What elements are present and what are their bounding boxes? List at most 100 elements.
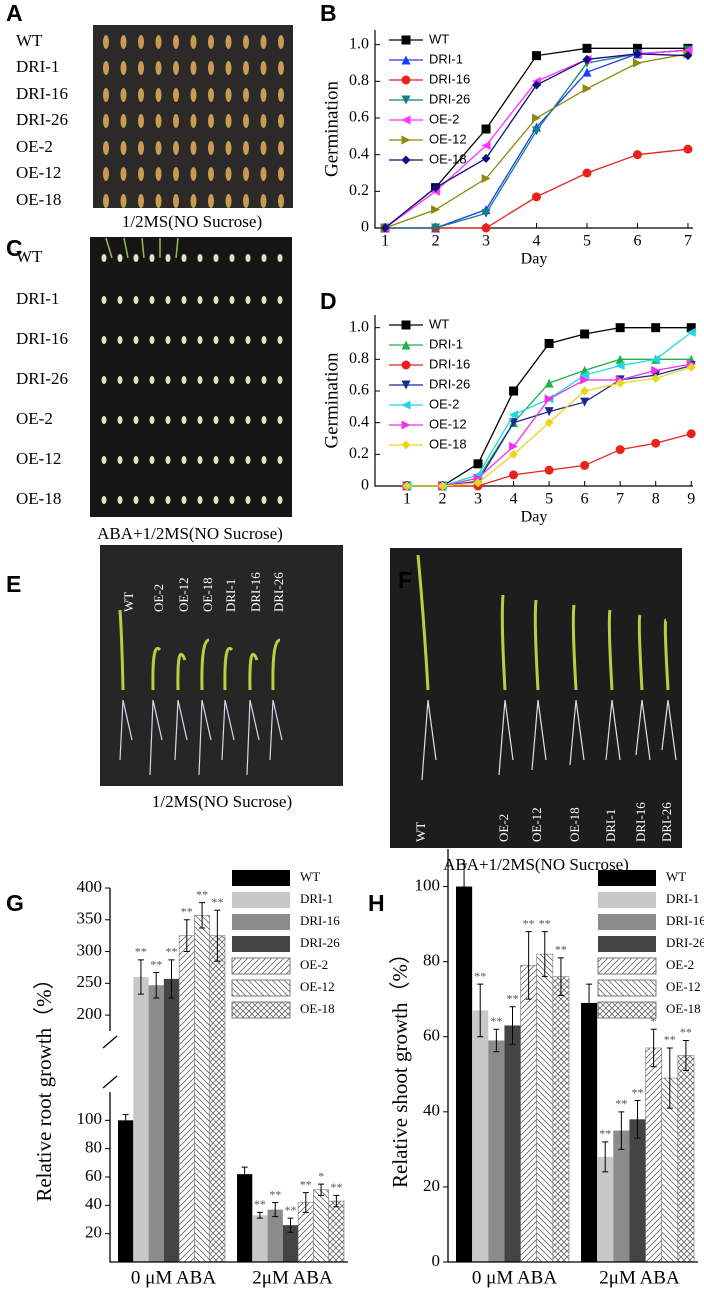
marker	[401, 400, 411, 410]
marker	[473, 478, 483, 488]
legend-swatch	[232, 870, 290, 886]
x-tick-label: 5	[583, 233, 591, 250]
row-label: OE-2	[16, 137, 53, 156]
y-tick-label: 400	[77, 877, 103, 896]
marker	[651, 438, 661, 448]
marker	[615, 354, 625, 364]
legend-label: WT	[429, 316, 449, 331]
seed	[277, 336, 283, 344]
caption: 1/2MS(NO Sucrose)	[152, 792, 292, 811]
seed	[173, 167, 179, 181]
seed	[155, 114, 162, 128]
legend-label: DRI-26	[429, 91, 470, 106]
root	[119, 699, 133, 761]
marker	[509, 410, 519, 420]
marker	[431, 183, 441, 193]
marker	[401, 95, 411, 105]
seed	[155, 141, 162, 155]
y-tick-label: 350	[77, 909, 103, 928]
seed	[278, 88, 284, 102]
y-tick-label: 200	[77, 1004, 103, 1023]
seed	[260, 61, 267, 75]
seed	[208, 35, 214, 49]
shoot	[607, 609, 614, 691]
bar	[133, 976, 149, 1262]
seed	[208, 167, 214, 181]
y-tick-label: 80	[423, 951, 440, 970]
x-tick-label: 7	[616, 491, 624, 508]
seed	[117, 496, 123, 504]
seed	[208, 194, 214, 208]
seed	[149, 416, 155, 424]
seed	[120, 35, 127, 49]
seed	[103, 194, 109, 208]
seed	[213, 296, 219, 304]
seed	[133, 296, 139, 304]
seed	[120, 61, 127, 75]
seed	[260, 167, 267, 181]
marker	[632, 150, 642, 160]
legend-swatch	[597, 957, 657, 975]
legend-label: OE-12	[429, 416, 467, 431]
seed	[101, 296, 107, 304]
seed	[225, 61, 232, 75]
legend-label: DRI-1	[666, 891, 699, 906]
marker	[544, 339, 554, 348]
seed	[133, 376, 139, 384]
seed	[197, 254, 203, 262]
row-label: OE-18	[16, 190, 61, 209]
marker	[481, 124, 491, 134]
y-tick-label: 40	[85, 1194, 102, 1213]
marker	[509, 418, 519, 428]
error-bar	[541, 931, 548, 978]
seed	[229, 496, 235, 504]
marker	[615, 445, 625, 455]
legend-label: OE-2	[429, 396, 459, 411]
legend-swatch	[231, 957, 291, 975]
x-tick-label: 8	[652, 491, 660, 508]
seed	[138, 167, 144, 181]
legend-label: DRI-1	[429, 51, 463, 66]
seed	[155, 35, 162, 49]
seed	[165, 254, 171, 262]
y-tick-label: 1.0	[349, 318, 369, 335]
root	[246, 699, 260, 776]
marker	[544, 378, 554, 388]
marker	[509, 470, 519, 480]
seed	[165, 296, 171, 304]
seed	[208, 61, 214, 75]
bar	[552, 976, 570, 1263]
seed	[277, 456, 283, 464]
error-bar	[287, 1217, 294, 1233]
marker	[632, 58, 642, 68]
y-tick-label: 0.6	[349, 382, 369, 399]
seed	[149, 336, 155, 344]
seed	[101, 456, 107, 464]
seed	[243, 141, 249, 155]
seed	[173, 88, 179, 102]
seed	[278, 114, 284, 128]
seed	[197, 416, 203, 424]
seed	[138, 194, 144, 208]
significance: **	[181, 905, 193, 919]
seed	[173, 141, 179, 155]
seed	[229, 456, 235, 464]
marker	[481, 153, 491, 163]
seed	[261, 376, 267, 384]
row-label: DRI-16	[16, 84, 68, 103]
y-tick-label: 1.0	[349, 35, 369, 52]
seed	[103, 167, 109, 181]
x-tick-label: 2μM ABA	[252, 1267, 333, 1288]
marker	[532, 113, 542, 123]
marker	[401, 115, 411, 125]
seed	[260, 35, 267, 49]
marker	[683, 51, 693, 61]
seed	[278, 194, 284, 208]
seed	[245, 496, 251, 504]
x-tick-label: 6	[581, 491, 589, 508]
error-bar	[461, 863, 468, 910]
bar	[456, 886, 473, 1262]
significance: **	[490, 1014, 502, 1028]
legend-label: DRI-1	[300, 891, 333, 906]
seed	[213, 496, 219, 504]
